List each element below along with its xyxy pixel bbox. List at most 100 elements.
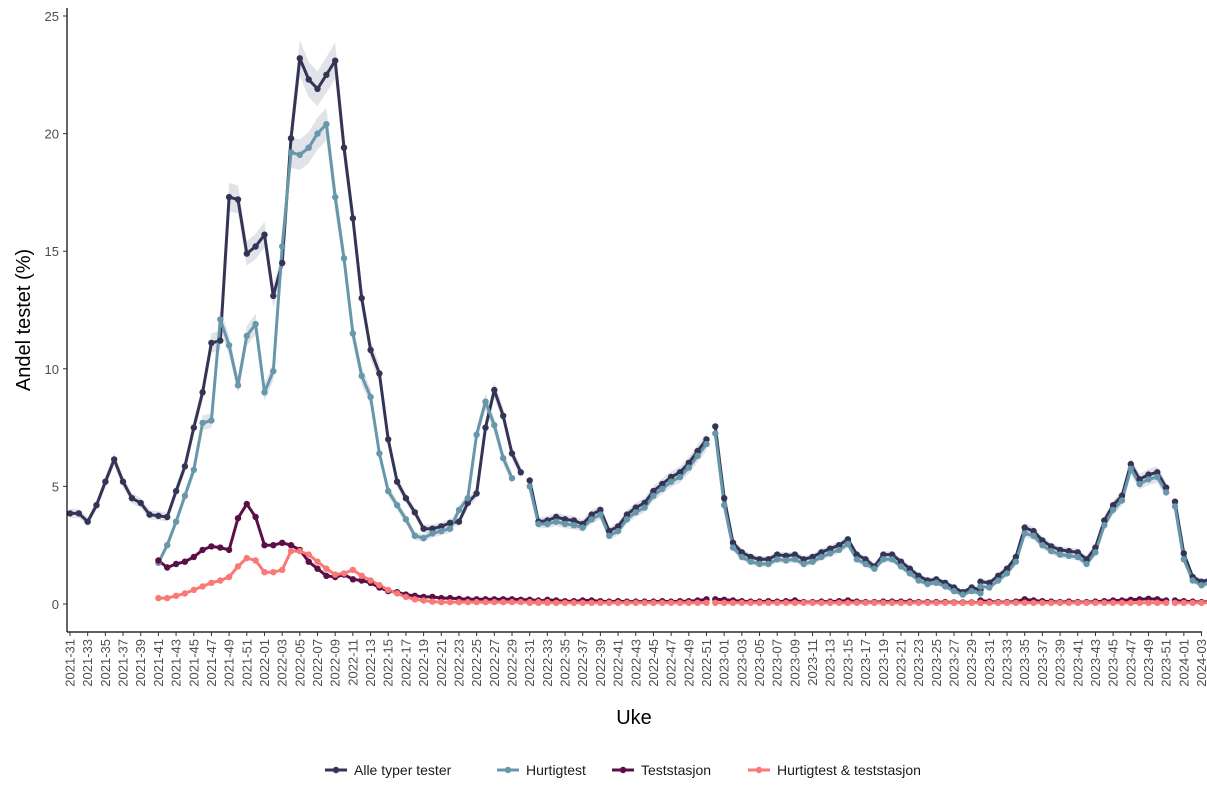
data-point [535,599,542,606]
data-point [305,551,312,558]
data-point [526,599,533,606]
series-line-2-0 [157,502,548,602]
data-point [1101,517,1108,524]
data-point [915,577,922,584]
data-point [243,332,250,340]
data-point [871,565,878,572]
data-point [172,487,180,495]
data-point [252,513,259,521]
data-point [128,495,136,502]
data-point [1030,599,1037,606]
x-tick-label: 2023-11 [805,639,820,686]
data-point [367,577,374,584]
x-tick-label: 2022-15 [381,639,396,687]
x-tick-label: 2022-41 [611,639,626,687]
data-point [703,436,710,443]
data-point [747,558,754,565]
data-point [659,485,666,492]
data-point [765,556,772,563]
data-point [729,539,737,546]
series-line-1-3 [980,467,1168,589]
x-tick-label: 2023-27 [947,639,962,687]
data-point [703,599,710,606]
data-point [1092,549,1099,556]
data-point [402,495,410,502]
data-point [1039,537,1046,544]
data-point [270,368,277,375]
x-tick-label: 2022-05 [292,639,307,687]
data-point [880,551,887,558]
data-point [1136,480,1143,488]
data-point [765,560,772,568]
data-point [323,572,330,579]
data-point [809,599,816,606]
x-tick-label: 2023-07 [770,639,785,687]
data-point [208,417,215,424]
data-point [1154,469,1161,476]
data-point [774,551,781,558]
data-point [482,398,489,405]
data-point [225,573,233,581]
data-point [1012,553,1020,561]
data-point [358,295,365,302]
data-point [835,599,843,606]
data-point [853,599,860,606]
data-point [986,599,993,606]
data-point [164,542,171,549]
data-point [376,582,383,589]
data-point [526,477,533,484]
data-point [190,586,197,594]
data-point [75,510,83,517]
data-point [606,527,613,535]
data-point [827,550,834,557]
data-point [959,591,966,598]
data-point [1163,599,1170,606]
data-point [252,557,259,564]
data-point [738,549,745,556]
data-point [234,563,242,570]
x-tick-label: 2023-51 [1159,639,1174,687]
x-tick-label: 2023-39 [1053,639,1068,687]
ribbon-0-2 [715,419,981,595]
data-point [261,569,268,576]
data-point [164,513,171,521]
data-point [208,339,215,347]
x-tick-label: 2023-05 [752,639,767,687]
series-line-0-3 [980,462,1168,585]
data-point [1101,522,1108,529]
data-point [712,423,719,430]
x-tick-label: 2022-01 [257,639,272,687]
data-point [181,558,189,565]
x-tick-label: 2022-17 [398,639,413,687]
x-tick-label: 2023-33 [1000,639,1015,687]
data-point [455,518,463,525]
legend-item: Hurtigtest [497,762,586,778]
x-tick-label: 2021-33 [80,639,95,687]
data-point [694,452,701,459]
data-point [721,495,728,502]
data-point [906,570,913,577]
x-tick-label: 2022-03 [275,639,290,687]
data-point [597,506,604,514]
data-point [561,520,569,528]
data-point [614,599,622,606]
data-point [252,320,259,328]
data-point [809,558,816,565]
data-point [782,552,790,559]
data-point [588,516,595,523]
y-tick-label: 20 [45,127,59,142]
data-point [1109,502,1117,509]
x-tick-label: 2021-45 [186,639,201,687]
data-point [517,598,524,606]
x-tick-label: 2021-43 [169,639,184,687]
data-point [1083,556,1090,563]
data-point [924,580,931,588]
x-tick-label: 2021-51 [239,639,254,687]
x-tick-label: 2023-31 [982,639,997,687]
data-point [977,590,984,597]
data-point [323,71,330,79]
data-point [1083,560,1090,568]
data-point [1065,552,1073,559]
data-point [774,599,781,606]
data-point [446,525,454,532]
